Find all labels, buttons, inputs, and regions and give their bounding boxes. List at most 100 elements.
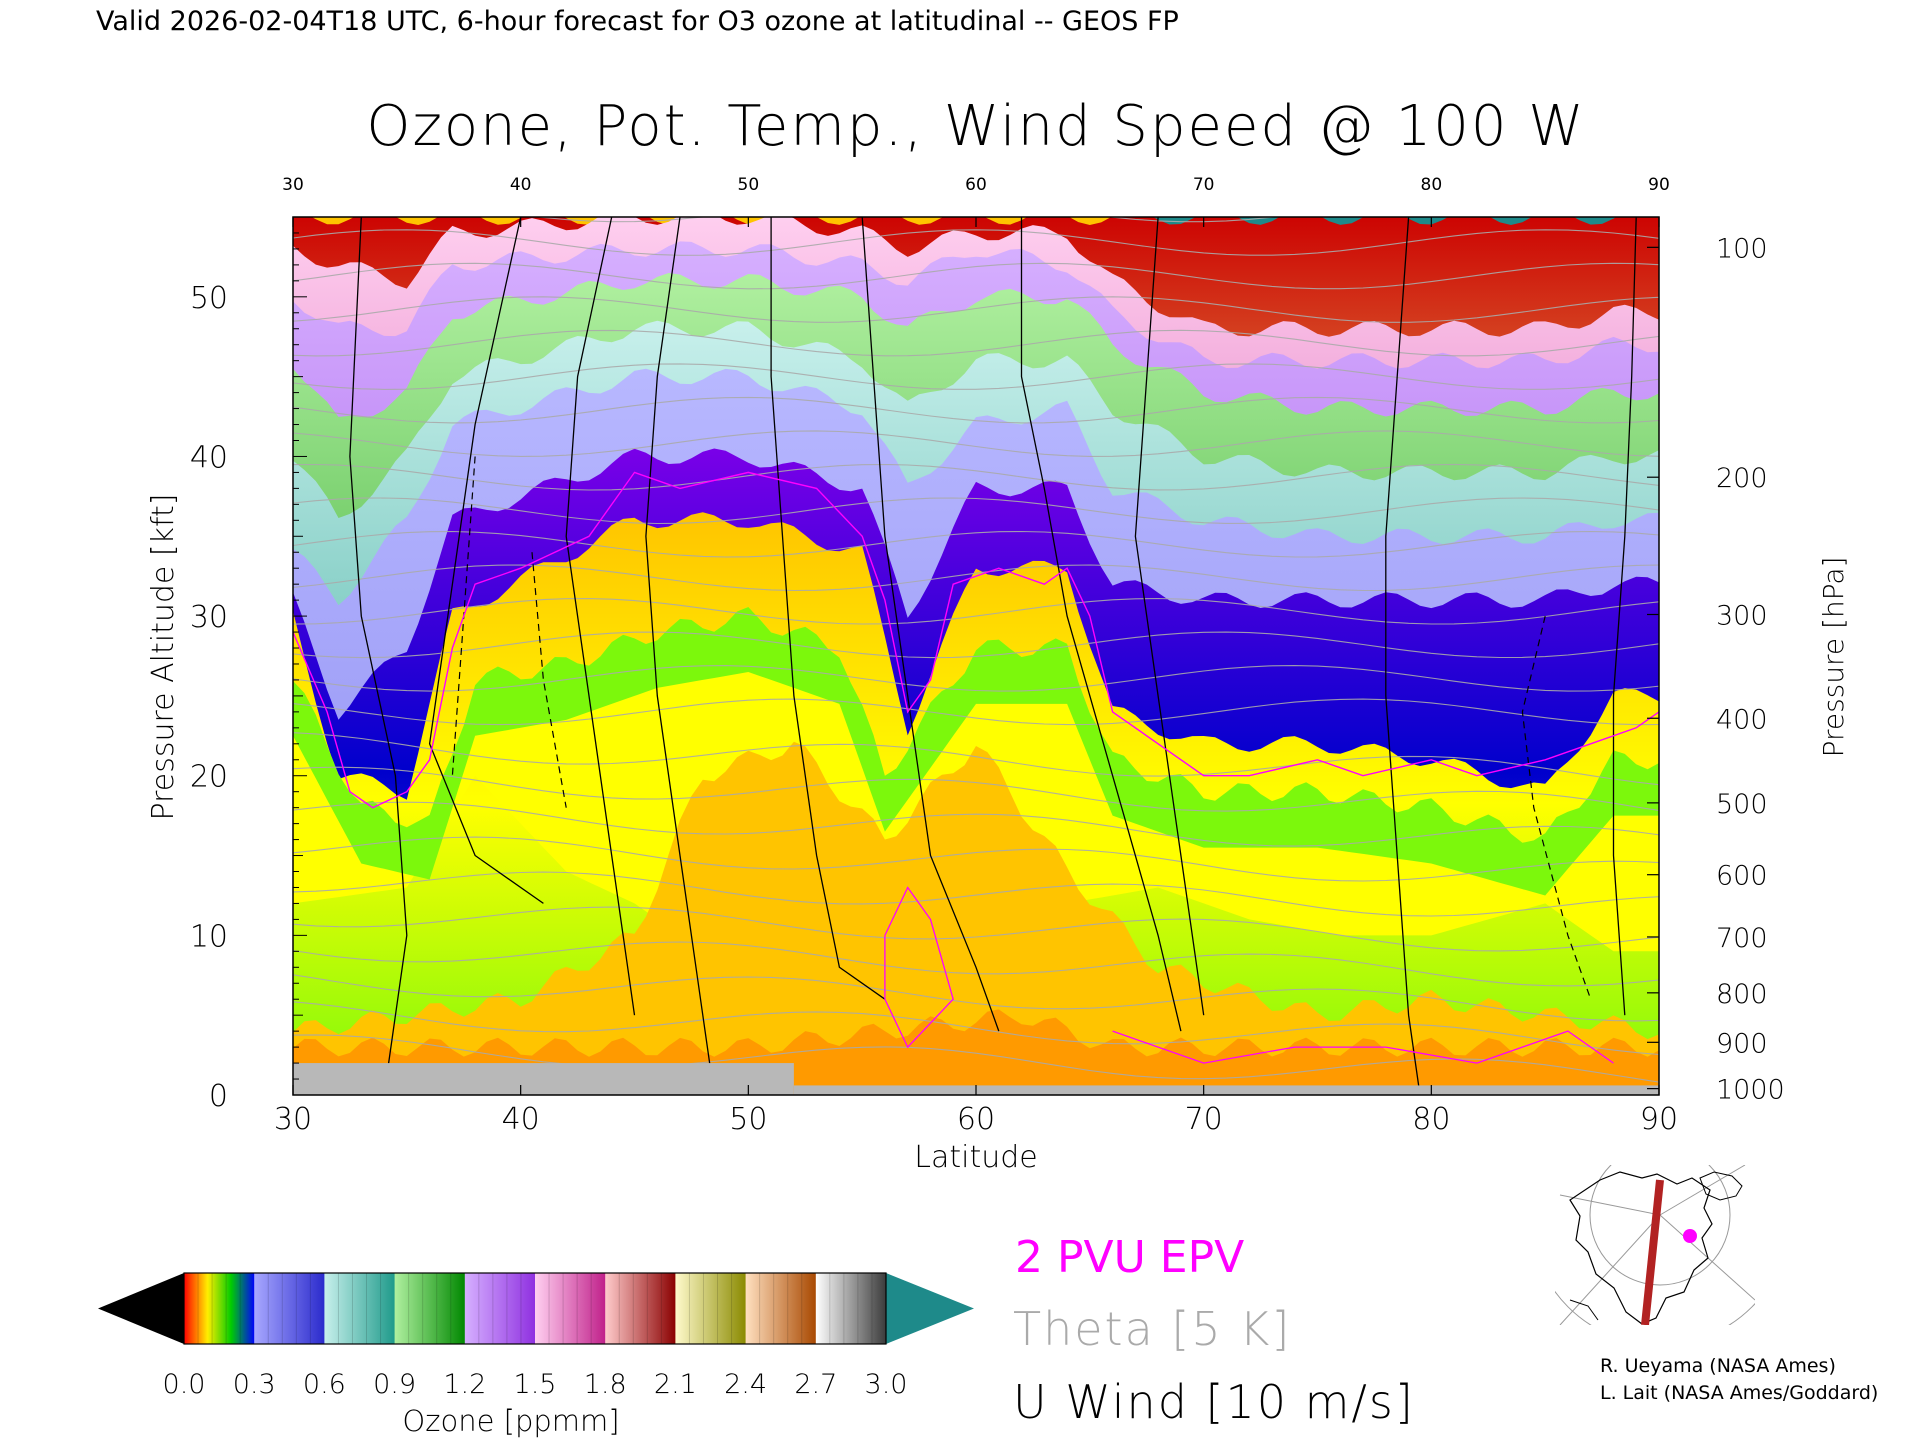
x-tick-label: 80 [1412, 1102, 1450, 1137]
colorbar-tick-label: 1.8 [584, 1369, 627, 1400]
surface-gray-1 [793, 1085, 1659, 1095]
theta-contour [293, 1001, 1659, 1056]
y-tick-label: 20 [190, 760, 228, 795]
top-x-tick-label: 40 [510, 175, 532, 195]
theta-contour [293, 229, 1659, 256]
continent-outline [1569, 1171, 1713, 1325]
credit-line-2: L. Lait (NASA Ames/Goddard) [1600, 1382, 1878, 1404]
x-tick-label: 30 [274, 1102, 312, 1137]
top-x-tick-label: 80 [1421, 175, 1443, 195]
x-axis-label: Latitude [914, 1140, 1037, 1175]
theta-contour [293, 564, 1659, 592]
theta-contour [293, 732, 1659, 786]
wind-contour [645, 217, 715, 1095]
surface-gray-0 [293, 1063, 794, 1095]
theta-contour [293, 262, 1659, 290]
colorbar-tick-label: 0.3 [233, 1369, 276, 1400]
theta-contour [293, 497, 1659, 525]
top-x-tick-label: 50 [738, 175, 760, 195]
colorbar-tick-label: 0.6 [303, 1369, 346, 1400]
theta-contour [293, 871, 1659, 917]
y-axis-label: Pressure Altitude [kft] [146, 494, 181, 821]
ozone-bands [293, 217, 1659, 1095]
wind-contour [861, 217, 1000, 1032]
theta-contour [293, 463, 1659, 491]
theta-contour [293, 363, 1659, 390]
pressure-tick-label: 900 [1716, 1028, 1768, 1059]
colorbar-segment [675, 1273, 747, 1344]
colorbar-tick-label: 2.7 [794, 1369, 837, 1400]
pressure-tick-label: 200 [1716, 463, 1768, 494]
epv-2pvu-contour-lower [1112, 1030, 1614, 1064]
wind-contour [428, 217, 544, 904]
theta-contour [293, 665, 1659, 692]
legend-theta: Theta [5 K] [1013, 1302, 1291, 1356]
pressure-tick-label: 600 [1716, 861, 1768, 892]
x-tick-label: 40 [502, 1102, 540, 1137]
colorbar-tick-label: 3.0 [865, 1369, 908, 1400]
credit-line-1: R. Ueyama (NASA Ames) [1600, 1355, 1836, 1377]
top-x-tick-label: 70 [1193, 175, 1215, 195]
colorbar-tick-label: 2.4 [724, 1369, 767, 1400]
theta-contours [293, 217, 1659, 1083]
y-tick-label: 50 [190, 281, 228, 316]
inset-map [1555, 1165, 1755, 1325]
ozone-colorbar [98, 1272, 974, 1345]
ozone-band-lightgreen [293, 607, 1659, 896]
top-x-axis: 30 40 50 60 70 80 90 [282, 175, 1670, 227]
epv-2pvu-contour [293, 471, 1659, 809]
pressure-tick-label: 800 [1716, 979, 1768, 1010]
surface-mask [293, 1063, 1659, 1095]
pressure-tick-label: 700 [1716, 923, 1768, 954]
colorbar-segment [254, 1273, 325, 1344]
colorbar-tick-label: 1.2 [443, 1369, 486, 1400]
colorbar-segment [535, 1273, 606, 1344]
pressure-tick-label: 100 [1716, 233, 1768, 264]
pressure-axis-label: Pressure [hPa] [1817, 557, 1850, 758]
theta-contour [293, 906, 1659, 952]
y-tick-label: 0 [209, 1079, 228, 1114]
wind-contour [1020, 217, 1182, 1032]
top-x-tick-label: 60 [965, 175, 987, 195]
pressure-tick-label: 400 [1716, 704, 1768, 735]
y-axis-left: 0 10 20 30 40 50 [190, 216, 307, 1114]
y-tick-label: 40 [190, 440, 228, 475]
x-tick-label: 70 [1185, 1102, 1223, 1137]
wind-contours [349, 217, 1637, 1095]
colorbar-segment [464, 1273, 536, 1344]
colorbar-segment [815, 1273, 887, 1344]
colorbar-tick-label: 0.0 [163, 1369, 206, 1400]
plot-area [293, 217, 1659, 1095]
epv-contour [293, 471, 1659, 1064]
colorbar-label: Ozone [ppmm] [402, 1404, 619, 1438]
colorbar-tick-label: 1.5 [514, 1369, 557, 1400]
location-marker [1683, 1229, 1697, 1243]
wind-contour-negative [1521, 615, 1592, 1000]
top-x-tick-label: 30 [282, 175, 304, 195]
theta-contour [293, 597, 1659, 625]
colorbar-ticks: 0.0 0.3 0.6 0.9 1.2 1.5 1.8 2.1 2.4 2.7 3.0 [163, 1369, 908, 1400]
theta-contour [293, 396, 1659, 424]
pressure-tick-label: 1000 [1716, 1075, 1785, 1106]
colorbar-segment [605, 1273, 676, 1344]
legend-epv: 2 PVU EPV [1015, 1232, 1244, 1283]
theta-contour [293, 766, 1659, 812]
theta-contour [293, 296, 1659, 323]
theta-contour [293, 698, 1659, 726]
theta-contour [293, 430, 1659, 457]
y-tick-label: 10 [190, 919, 228, 954]
wind-contour [770, 217, 886, 1000]
y-axis-right: 100 200 300 400 500 600 700 800 900 1000 [1647, 233, 1785, 1106]
theta-contour [293, 801, 1659, 847]
colorbar-segment [324, 1273, 396, 1344]
wind-contour-negative [531, 552, 567, 808]
theta-contour [293, 1034, 1659, 1083]
colorbar-segment [394, 1273, 466, 1344]
ozone-band-orange [293, 741, 1659, 1095]
wind-contour [565, 217, 636, 1016]
colorbar-low-arrow [98, 1273, 184, 1344]
x-tick-label: 60 [957, 1102, 995, 1137]
colorbar-segment [745, 1273, 817, 1344]
pressure-tick-label: 500 [1716, 789, 1768, 820]
